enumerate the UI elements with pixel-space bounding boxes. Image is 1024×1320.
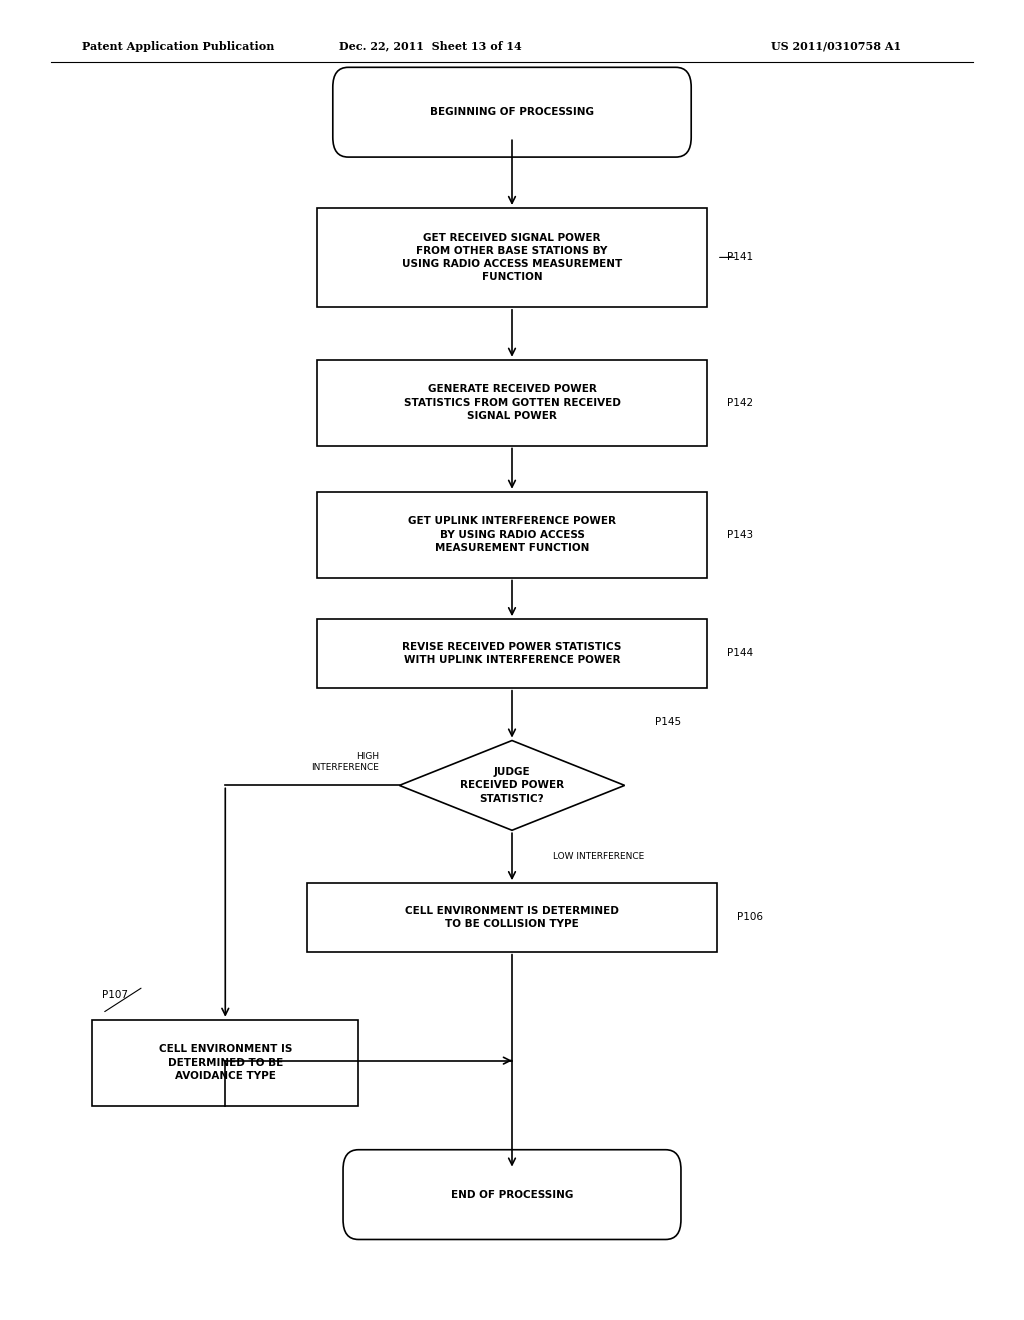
Text: P107: P107 <box>102 990 128 1001</box>
Bar <box>317 207 707 306</box>
Text: END OF PROCESSING: END OF PROCESSING <box>451 1189 573 1200</box>
Text: Dec. 22, 2011  Sheet 13 of 14: Dec. 22, 2011 Sheet 13 of 14 <box>339 41 521 51</box>
Bar <box>317 359 707 446</box>
Text: P144: P144 <box>727 648 754 659</box>
Text: Patent Application Publication: Patent Application Publication <box>82 41 274 51</box>
Text: JUDGE
RECEIVED POWER
STATISTIC?: JUDGE RECEIVED POWER STATISTIC? <box>460 767 564 804</box>
FancyBboxPatch shape <box>333 67 691 157</box>
Text: REVISE RECEIVED POWER STATISTICS
WITH UPLINK INTERFERENCE POWER: REVISE RECEIVED POWER STATISTICS WITH UP… <box>402 642 622 665</box>
Text: P143: P143 <box>727 529 754 540</box>
Polygon shape <box>399 741 625 830</box>
Bar <box>317 492 707 578</box>
Text: BEGINNING OF PROCESSING: BEGINNING OF PROCESSING <box>430 107 594 117</box>
FancyBboxPatch shape <box>343 1150 681 1239</box>
Text: GENERATE RECEIVED POWER
STATISTICS FROM GOTTEN RECEIVED
SIGNAL POWER: GENERATE RECEIVED POWER STATISTICS FROM … <box>403 384 621 421</box>
Text: CELL ENVIRONMENT IS
DETERMINED TO BE
AVOIDANCE TYPE: CELL ENVIRONMENT IS DETERMINED TO BE AVO… <box>159 1044 292 1081</box>
Text: P141: P141 <box>727 252 754 263</box>
Text: GET UPLINK INTERFERENCE POWER
BY USING RADIO ACCESS
MEASUREMENT FUNCTION: GET UPLINK INTERFERENCE POWER BY USING R… <box>408 516 616 553</box>
Text: FIG.  14: FIG. 14 <box>451 99 573 125</box>
Text: HIGH
INTERFERENCE: HIGH INTERFERENCE <box>311 752 379 772</box>
Text: GET RECEIVED SIGNAL POWER
FROM OTHER BASE STATIONS BY
USING RADIO ACCESS MEASURE: GET RECEIVED SIGNAL POWER FROM OTHER BAS… <box>401 232 623 282</box>
Text: LOW INTERFERENCE: LOW INTERFERENCE <box>553 853 644 861</box>
Bar <box>92 1019 358 1106</box>
Bar <box>307 883 717 952</box>
Text: P142: P142 <box>727 397 754 408</box>
Bar <box>317 619 707 688</box>
Text: US 2011/0310758 A1: US 2011/0310758 A1 <box>771 41 901 51</box>
Text: P106: P106 <box>737 912 763 923</box>
Text: P145: P145 <box>655 717 682 727</box>
Text: CELL ENVIRONMENT IS DETERMINED
TO BE COLLISION TYPE: CELL ENVIRONMENT IS DETERMINED TO BE COL… <box>406 906 618 929</box>
